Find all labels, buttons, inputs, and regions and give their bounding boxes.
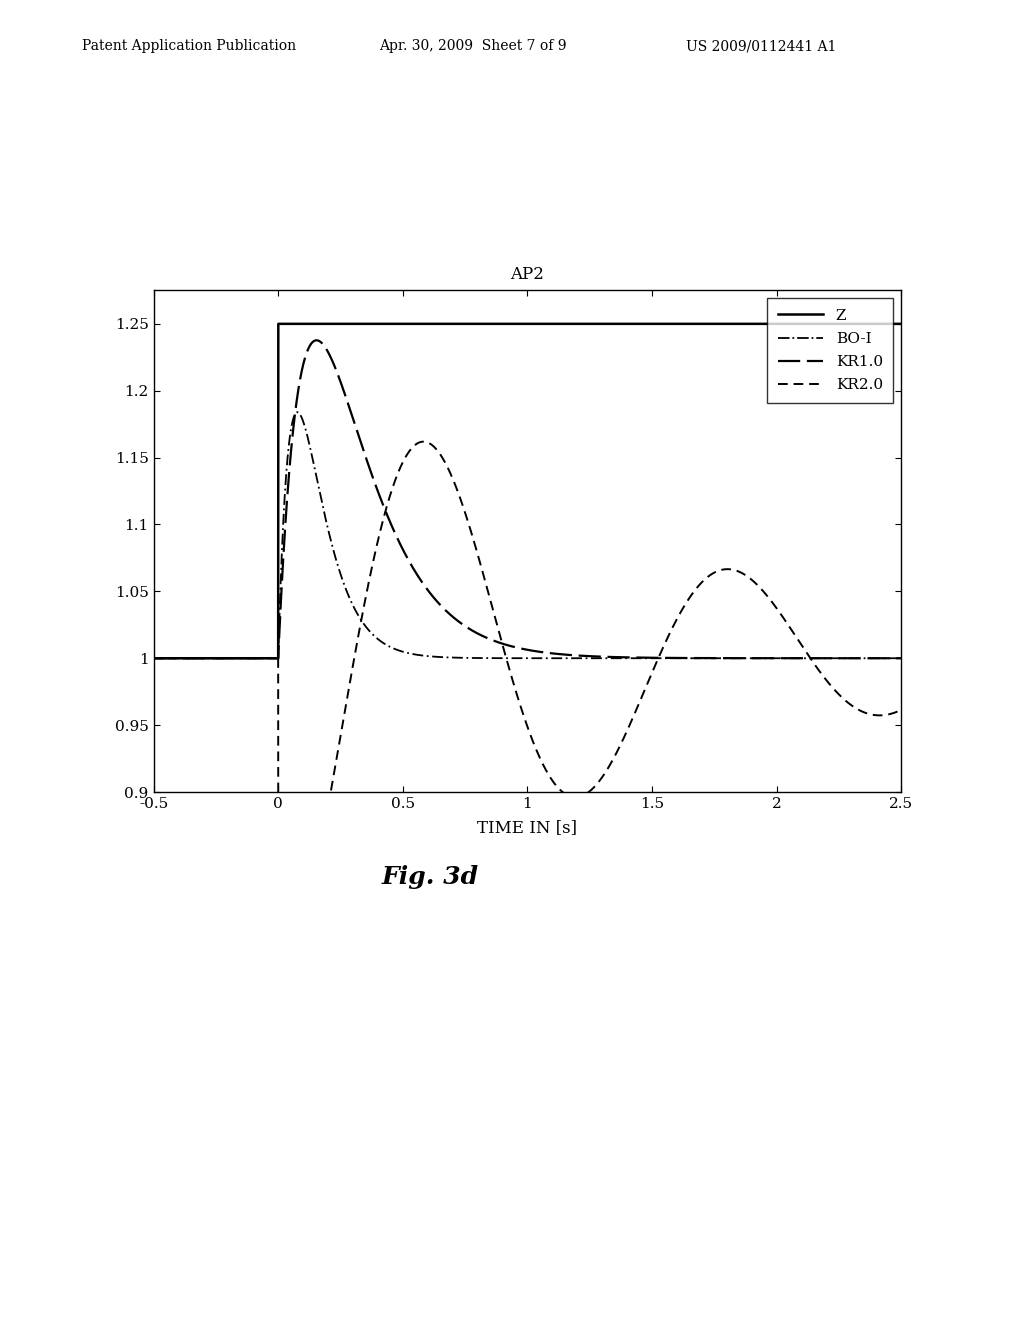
X-axis label: TIME IN [s]: TIME IN [s] [477, 820, 578, 836]
Title: AP2: AP2 [510, 267, 545, 284]
Text: Apr. 30, 2009  Sheet 7 of 9: Apr. 30, 2009 Sheet 7 of 9 [379, 40, 566, 53]
Text: US 2009/0112441 A1: US 2009/0112441 A1 [686, 40, 837, 53]
Text: Patent Application Publication: Patent Application Publication [82, 40, 296, 53]
Text: Fig. 3d: Fig. 3d [382, 866, 478, 890]
Legend: Z, BO-I, KR1.0, KR2.0: Z, BO-I, KR1.0, KR2.0 [767, 298, 894, 403]
